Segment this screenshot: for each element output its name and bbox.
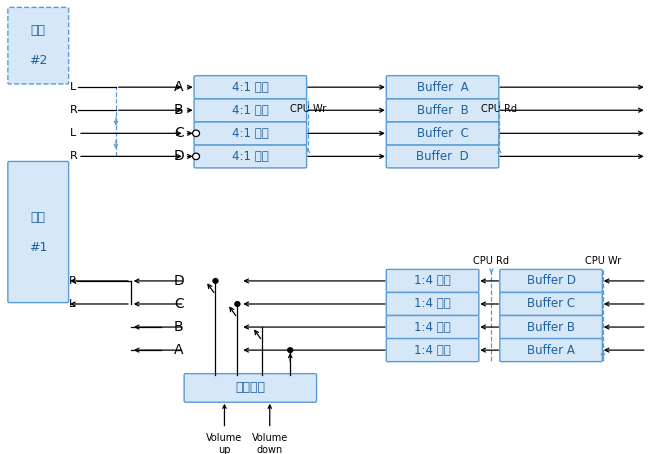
Text: Buffer  C: Buffer C bbox=[416, 127, 469, 140]
Text: CPU Wr: CPU Wr bbox=[585, 256, 621, 266]
Text: 4:1 압축: 4:1 압축 bbox=[232, 127, 269, 140]
Text: CPU Wr: CPU Wr bbox=[290, 104, 326, 114]
FancyBboxPatch shape bbox=[386, 292, 479, 316]
Text: 믹싱회로: 믹싱회로 bbox=[235, 381, 266, 395]
Text: 1:4 복원: 1:4 복원 bbox=[414, 321, 451, 334]
Text: 코덱

#2: 코덱 #2 bbox=[29, 24, 47, 67]
Text: R: R bbox=[69, 276, 77, 286]
Text: L: L bbox=[69, 299, 75, 309]
FancyBboxPatch shape bbox=[8, 7, 68, 84]
FancyBboxPatch shape bbox=[500, 269, 602, 292]
Text: C: C bbox=[174, 126, 183, 140]
Text: Volume
up: Volume up bbox=[207, 433, 242, 454]
Text: 1:4 복원: 1:4 복원 bbox=[414, 274, 451, 287]
Text: CPU Rd: CPU Rd bbox=[481, 104, 517, 114]
Text: 코덱

#1: 코덱 #1 bbox=[29, 211, 47, 253]
FancyBboxPatch shape bbox=[194, 145, 307, 168]
Text: D: D bbox=[173, 274, 184, 288]
Text: Buffer D: Buffer D bbox=[527, 274, 576, 287]
Text: L: L bbox=[70, 82, 76, 92]
Circle shape bbox=[235, 301, 240, 306]
Text: 1:4 복원: 1:4 복원 bbox=[414, 344, 451, 356]
FancyBboxPatch shape bbox=[194, 99, 307, 122]
Text: 4:1 압축: 4:1 압축 bbox=[232, 104, 269, 117]
Text: Buffer A: Buffer A bbox=[527, 344, 575, 356]
Text: Buffer C: Buffer C bbox=[527, 297, 575, 311]
Text: L: L bbox=[70, 128, 76, 138]
Circle shape bbox=[288, 348, 293, 352]
Text: A: A bbox=[174, 80, 183, 94]
Text: R: R bbox=[70, 105, 78, 115]
Text: C: C bbox=[174, 297, 183, 311]
FancyBboxPatch shape bbox=[386, 145, 499, 168]
Text: CPU Rd: CPU Rd bbox=[473, 256, 509, 266]
Text: 4:1 압축: 4:1 압축 bbox=[232, 150, 269, 163]
FancyBboxPatch shape bbox=[500, 316, 602, 339]
Text: Buffer  A: Buffer A bbox=[417, 81, 468, 94]
Text: Buffer  B: Buffer B bbox=[417, 104, 468, 117]
Circle shape bbox=[193, 130, 200, 137]
FancyBboxPatch shape bbox=[386, 99, 499, 122]
Text: R: R bbox=[70, 151, 78, 161]
FancyBboxPatch shape bbox=[500, 292, 602, 316]
FancyBboxPatch shape bbox=[386, 122, 499, 145]
Text: Buffer B: Buffer B bbox=[527, 321, 575, 334]
FancyBboxPatch shape bbox=[184, 374, 317, 402]
FancyBboxPatch shape bbox=[386, 339, 479, 362]
Text: D: D bbox=[173, 149, 184, 163]
FancyBboxPatch shape bbox=[500, 339, 602, 362]
Text: B: B bbox=[174, 103, 183, 117]
FancyBboxPatch shape bbox=[8, 162, 68, 303]
FancyBboxPatch shape bbox=[194, 122, 307, 145]
FancyBboxPatch shape bbox=[386, 316, 479, 339]
FancyBboxPatch shape bbox=[386, 269, 479, 292]
Text: B: B bbox=[174, 320, 183, 334]
Circle shape bbox=[213, 279, 218, 283]
Text: 1:4 복원: 1:4 복원 bbox=[414, 297, 451, 311]
Text: A: A bbox=[174, 343, 183, 357]
Text: 4:1 압축: 4:1 압축 bbox=[232, 81, 269, 94]
Text: Buffer  D: Buffer D bbox=[416, 150, 469, 163]
FancyBboxPatch shape bbox=[194, 76, 307, 99]
Circle shape bbox=[193, 153, 200, 160]
FancyBboxPatch shape bbox=[386, 76, 499, 99]
Text: Volume
down: Volume down bbox=[252, 433, 288, 454]
